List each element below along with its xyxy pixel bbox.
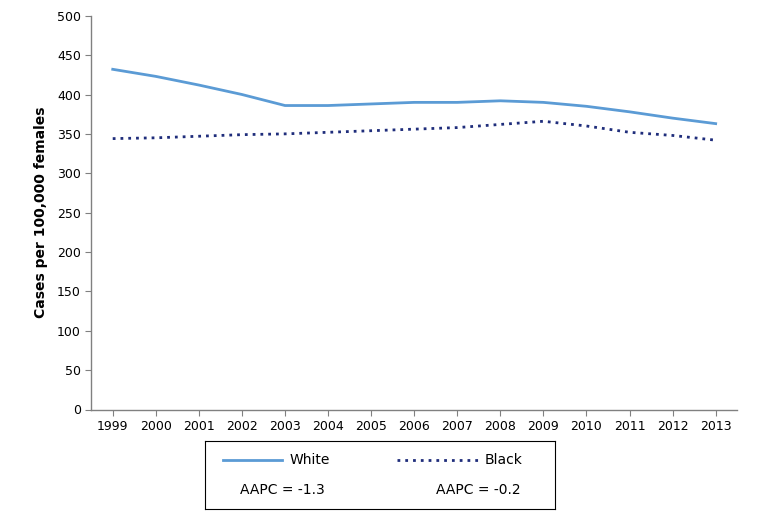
Text: Black: Black xyxy=(485,453,523,467)
Text: AAPC = -0.2: AAPC = -0.2 xyxy=(435,483,520,497)
Y-axis label: Cases per 100,000 females: Cases per 100,000 females xyxy=(34,107,49,318)
Text: AAPC = -1.3: AAPC = -1.3 xyxy=(239,483,325,497)
X-axis label: Year of Diagnosis: Year of Diagnosis xyxy=(340,441,489,456)
Text: White: White xyxy=(289,453,330,467)
